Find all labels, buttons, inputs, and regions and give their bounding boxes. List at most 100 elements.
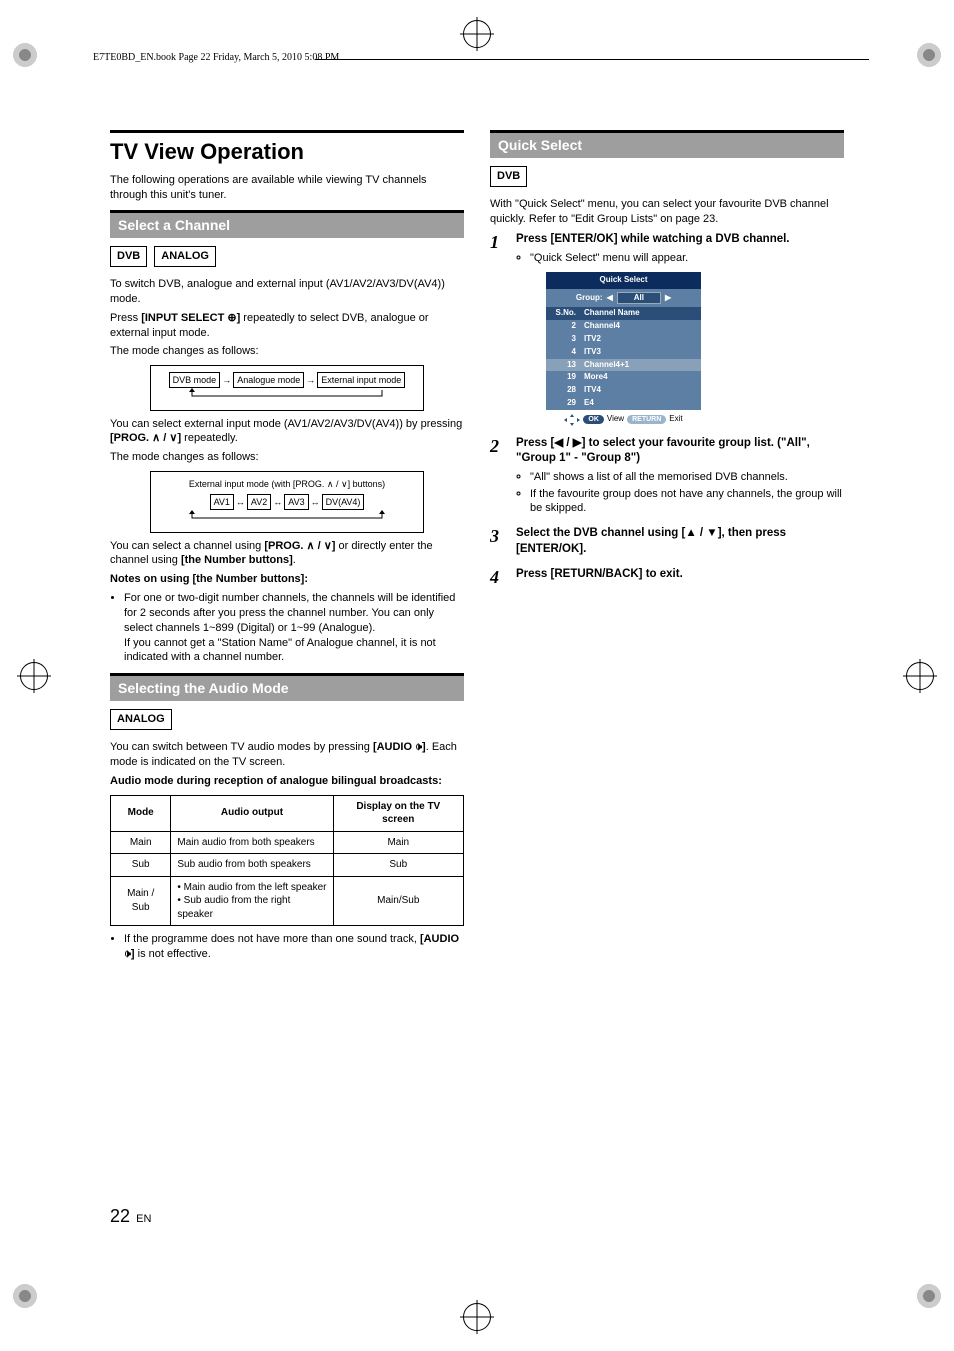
- qs-title: Quick Select: [546, 272, 701, 289]
- step2-head: Press [◀ / ▶] to select your favourite g…: [516, 436, 844, 467]
- notes-head: Notes on using [the Number buttons]:: [110, 572, 464, 587]
- page-lang: EN: [136, 1213, 151, 1225]
- section-audio-mode: Selecting the Audio Mode: [110, 673, 464, 701]
- crosshair-top: [463, 20, 491, 48]
- table-cell: Main/Sub: [333, 876, 463, 926]
- qs-channel-row: 3ITV2: [546, 333, 701, 346]
- step-2: Press [◀ / ▶] to select your favourite g…: [490, 436, 844, 517]
- qs-group-label: Group:: [576, 293, 603, 304]
- badge-analog: ANALOG: [154, 246, 216, 267]
- step-3: Select the DVB channel using [▲ / ▼], th…: [490, 526, 844, 557]
- audio-mode-table: Mode Audio output Display on the TV scre…: [110, 795, 464, 927]
- qs-group-left-icon: ◀: [607, 293, 613, 304]
- step3-head: Select the DVB channel using [▲ / ▼], th…: [516, 526, 844, 557]
- crosshair-right: [906, 662, 934, 690]
- top-rule-left: [110, 130, 464, 133]
- step-1: Press [ENTER/OK] while watching a DVB ch…: [490, 232, 844, 425]
- flow2-title: External input mode (with [PROG. ∧ / ∨] …: [157, 478, 417, 490]
- qs-cell: Channel4+1: [580, 359, 701, 372]
- step2-b1: "All" shows a list of all the memorised …: [530, 470, 844, 485]
- return-arrow: [177, 388, 397, 400]
- qs-body: 2Channel43ITV24ITV313Channel4+119More428…: [546, 320, 701, 410]
- th-mode: Mode: [111, 795, 171, 831]
- arrow-icon: ↔: [311, 496, 320, 508]
- qs-channel-row: 13Channel4+1: [546, 359, 701, 372]
- table-row: SubSub audio from both speakersSub: [111, 854, 464, 877]
- header-line: [315, 59, 869, 60]
- qs-cell: E4: [580, 397, 701, 410]
- sec1-p4a: You can select external input mode (AV1/…: [110, 418, 462, 430]
- table-cell: Main audio from both speakers: [171, 831, 333, 854]
- arrow-icon: ↔: [236, 496, 245, 508]
- flow1-box2: Analogue mode: [233, 372, 304, 388]
- page-title: TV View Operation: [110, 137, 464, 167]
- running-head: E7TE0BD_EN.book Page 22 Friday, March 5,…: [93, 52, 339, 63]
- qs-group-row: Group: ◀ All ▶: [546, 289, 701, 308]
- note1a: For one or two-digit number channels, th…: [124, 592, 455, 634]
- flow-diagram-2: External input mode (with [PROG. ∧ / ∨] …: [150, 471, 424, 532]
- qs-cell: ITV3: [580, 346, 701, 359]
- sec1-p2: Press [INPUT SELECT ⊕] repeatedly to sel…: [110, 311, 464, 341]
- sec1-p5: The mode changes as follows:: [110, 450, 464, 465]
- qs-col-sno: S.No.: [546, 307, 580, 320]
- sec1-p1: To switch DVB, analogue and external inp…: [110, 277, 464, 307]
- p6b: [PROG. ∧ / ∨]: [264, 540, 335, 552]
- qs-cell: 19: [546, 371, 580, 384]
- arrow-icon: →: [222, 374, 231, 386]
- qs-cell: 29: [546, 397, 580, 410]
- sec2-p1: You can switch between TV audio modes by…: [110, 740, 464, 770]
- s2p1b: [AUDIO 🕩]: [373, 741, 426, 753]
- table-cell: Main / Sub: [111, 876, 171, 926]
- sec2-subhead: Audio mode during reception of analogue …: [110, 774, 464, 789]
- f1c: is not effective.: [135, 948, 211, 960]
- page-number-value: 22: [110, 1206, 130, 1226]
- flow2-box4: DV(AV4): [322, 494, 365, 510]
- f1a: If the programme does not have more than…: [124, 933, 420, 945]
- step-4: Press [RETURN/BACK] to exit.: [490, 567, 844, 583]
- section-select-channel: Select a Channel: [110, 210, 464, 238]
- qs-channel-row: 29E4: [546, 397, 701, 410]
- flow2-box2: AV2: [247, 494, 271, 510]
- qs-channel-row: 19More4: [546, 371, 701, 384]
- flow1-box1: DVB mode: [169, 372, 221, 388]
- p6a: You can select a channel using: [110, 540, 264, 552]
- qs-cell: 13: [546, 359, 580, 372]
- table-cell: Sub: [111, 854, 171, 877]
- reg-mark-bl: [10, 1281, 40, 1311]
- qs-columns: S.No. Channel Name: [546, 307, 701, 320]
- qs-channel-row: 4ITV3: [546, 346, 701, 359]
- th-display: Display on the TV screen: [333, 795, 463, 831]
- qs-channel-row: 2Channel4: [546, 320, 701, 333]
- flow2-box1: AV1: [210, 494, 234, 510]
- return-arrow: [177, 510, 397, 522]
- reg-mark-br: [914, 1281, 944, 1311]
- sec1-p3: The mode changes as follows:: [110, 344, 464, 359]
- badge-dvb-2: DVB: [490, 166, 527, 187]
- badge-dvb: DVB: [110, 246, 147, 267]
- flow2-box3: AV3: [284, 494, 308, 510]
- badge-analog-2: ANALOG: [110, 709, 172, 730]
- sec1-p4: You can select external input mode (AV1/…: [110, 417, 464, 447]
- crosshair-bottom: [463, 1303, 491, 1331]
- table-cell: • Main audio from the left speaker • Sub…: [171, 876, 333, 926]
- crosshair-left: [20, 662, 48, 690]
- table-cell: Main: [111, 831, 171, 854]
- p6d: [the Number buttons]: [181, 554, 293, 566]
- table-row: Main / Sub• Main audio from the left spe…: [111, 876, 464, 926]
- step4-head: Press [RETURN/BACK] to exit.: [516, 567, 844, 583]
- sec1-p2b: [INPUT SELECT ⊕]: [141, 312, 240, 324]
- arrow-icon: →: [306, 374, 315, 386]
- right-column: Quick Select DVB With "Quick Select" men…: [490, 130, 844, 1241]
- qs-cell: 2: [546, 320, 580, 333]
- qs-col-name: Channel Name: [580, 307, 701, 320]
- table-cell: Sub audio from both speakers: [171, 854, 333, 877]
- sec1-p2a: Press: [110, 312, 141, 324]
- step1-b1: "Quick Select" menu will appear.: [530, 251, 844, 266]
- qs-cell: More4: [580, 371, 701, 384]
- qs-channel-row: 28ITV4: [546, 384, 701, 397]
- table-cell: Main: [333, 831, 463, 854]
- qs-foot-view: View: [607, 414, 624, 425]
- qs-group-right-icon: ▶: [665, 293, 671, 304]
- reg-mark-tl: [10, 40, 40, 70]
- qs-cell: 4: [546, 346, 580, 359]
